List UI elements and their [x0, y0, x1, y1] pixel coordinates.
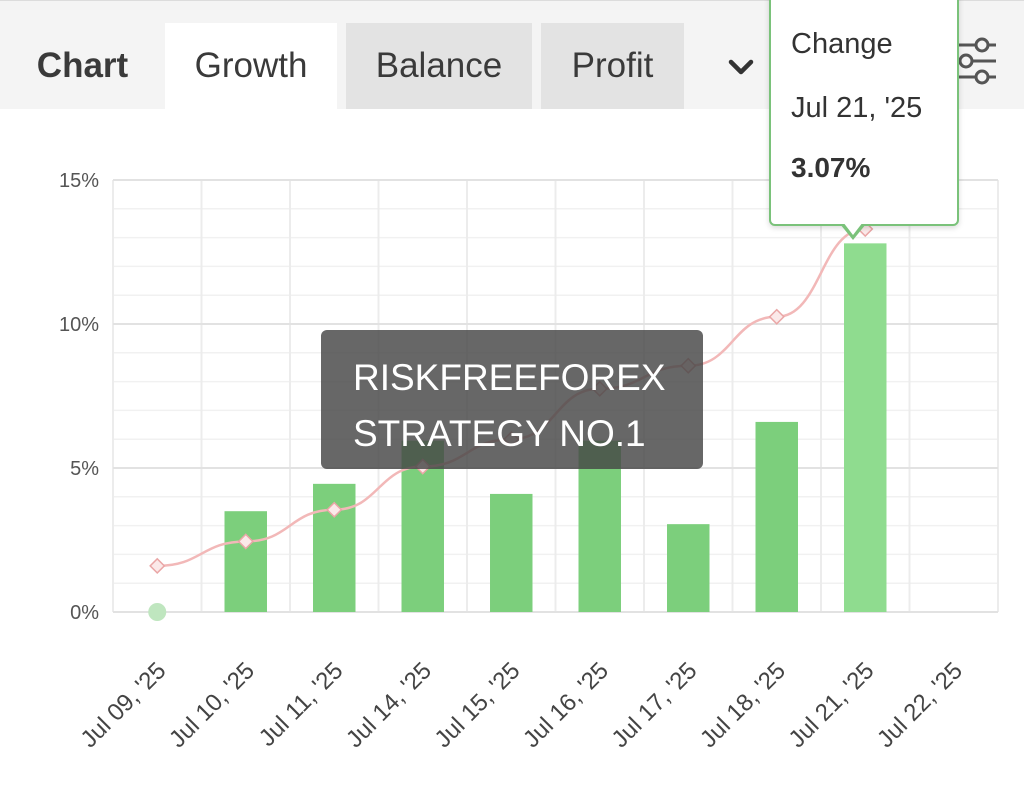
bar [844, 243, 887, 613]
x-tick-label: Jul 14, '25 [341, 657, 437, 753]
tooltip-pointer-fill [843, 222, 863, 235]
watermark-line-2: STRATEGY NO.1 [353, 413, 646, 454]
y-tick-label: 0% [70, 602, 99, 624]
y-tick-label: 10% [59, 314, 99, 336]
chart-tooltip: Change Jul 21, '25 3.07% [769, 0, 959, 226]
tooltip-date: Jul 21, '25 [791, 92, 923, 124]
x-tick-label: Jul 16, '25 [518, 657, 614, 753]
x-tick-label: Jul 22, '25 [872, 657, 968, 753]
line-point [149, 557, 166, 575]
bar-zero-marker [148, 603, 167, 621]
y-tick-label: 5% [70, 458, 99, 480]
x-tick-label: Jul 18, '25 [695, 657, 791, 753]
x-tick-label: Jul 11, '25 [254, 657, 349, 752]
y-tick-label: 15% [59, 170, 99, 192]
tab-growth[interactable]: Growth [165, 23, 337, 109]
x-tick-label: Jul 09, '25 [76, 657, 172, 753]
chevron-down-icon[interactable] [725, 53, 757, 81]
x-tick-label: Jul 17, '25 [607, 657, 703, 753]
bar [578, 440, 621, 612]
bar [755, 421, 798, 612]
line-point [768, 308, 785, 325]
watermark-banner: RISKFREEFOREX STRATEGY NO.1 [321, 330, 703, 469]
line-point [326, 501, 343, 518]
bar [490, 493, 533, 612]
bar [667, 524, 710, 612]
x-tick-label: Jul 21, '25 [784, 657, 880, 753]
chart-section-label: Chart [0, 23, 165, 109]
tooltip-value: 3.07% [791, 152, 871, 183]
x-tick-label: Jul 15, '25 [430, 657, 526, 753]
bar [224, 511, 267, 612]
sliders-icon[interactable] [952, 35, 998, 87]
watermark-line-1: RISKFREEFOREX [353, 357, 666, 398]
tab-balance[interactable]: Balance [346, 23, 532, 109]
x-tick-label: Jul 10, '25 [164, 657, 260, 753]
tab-profit[interactable]: Profit [541, 23, 684, 109]
tooltip-label: Change [791, 28, 893, 60]
line-point [237, 533, 254, 550]
